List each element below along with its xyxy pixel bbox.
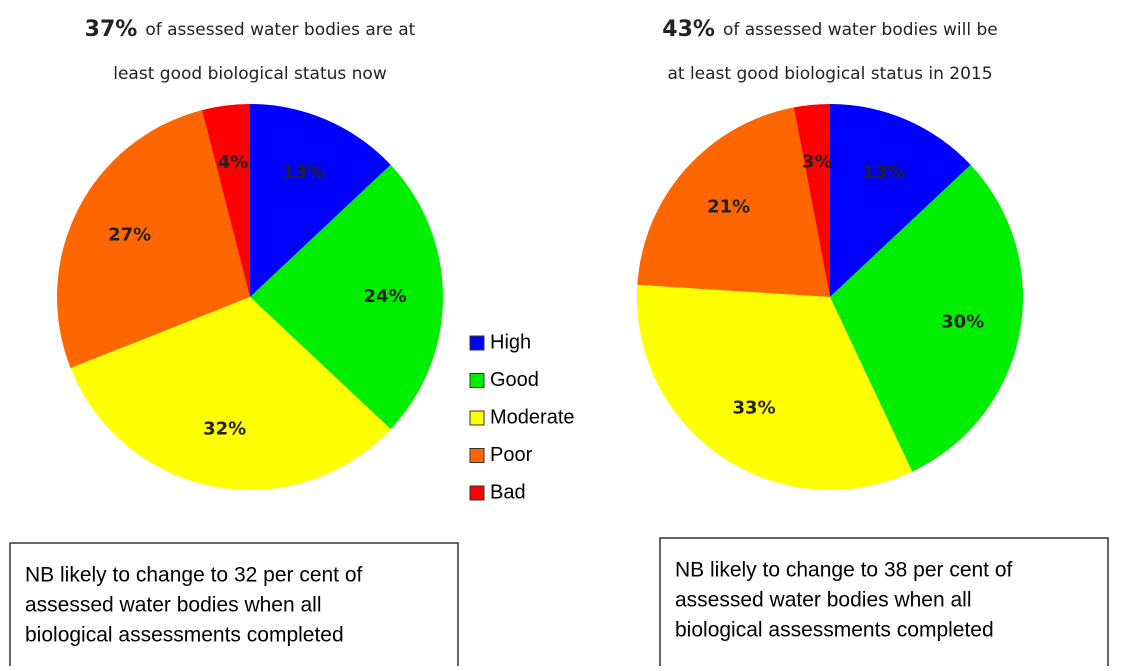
pie-slice <box>637 284 913 490</box>
legend-label: Bad <box>490 481 526 503</box>
title-text: of assessed water bodies will be <box>723 20 998 40</box>
note-text: assessed water bodies when all <box>675 589 972 612</box>
pie-slice <box>637 107 830 297</box>
legend-label: Good <box>490 369 539 391</box>
pie-slice <box>70 297 391 490</box>
legend-label: Moderate <box>490 406 575 428</box>
pie-slice <box>830 164 1023 472</box>
slice-label: 32% <box>203 419 246 440</box>
legend-swatch <box>469 335 485 351</box>
pie-slice <box>250 164 443 430</box>
note-box <box>659 537 1109 671</box>
legend-swatch <box>469 448 485 463</box>
legend-swatch <box>469 410 485 426</box>
pie-slice <box>793 104 830 297</box>
slice-label: 24% <box>364 286 407 307</box>
pie-slice <box>56 110 251 369</box>
note-box <box>9 542 459 671</box>
title-lead: 37% <box>85 17 138 42</box>
slice-label: 3% <box>802 151 833 172</box>
title-lead: 43% <box>662 17 715 42</box>
chart-title: 43% of assessed water bodies will be <box>662 17 997 42</box>
chart-title: 37% of assessed water bodies are at <box>85 17 416 42</box>
slice-label: 13% <box>282 162 325 183</box>
pie-slice <box>202 104 250 297</box>
slice-label: 21% <box>707 197 750 218</box>
note-text: biological assessments completed <box>25 624 344 647</box>
slice-label: 30% <box>941 311 984 332</box>
note-text: biological assessments completed <box>675 619 994 642</box>
note-text: assessed water bodies when all <box>25 594 322 617</box>
note-text: NB likely to change to 38 per cent of <box>675 559 1013 582</box>
legend-label: Poor <box>490 444 533 466</box>
title-text: of assessed water bodies are at <box>145 20 415 40</box>
note-text: NB likely to change to 32 per cent of <box>25 564 363 587</box>
legend-swatch <box>469 485 485 501</box>
chart-title: least good biological status now <box>113 64 387 84</box>
pie-slice <box>250 104 391 297</box>
legend-label: High <box>490 331 531 353</box>
slice-label: 13% <box>862 162 905 183</box>
chart-title: at least good biological status in 2015 <box>667 64 992 84</box>
slice-label: 27% <box>108 225 151 246</box>
slice-label: 4% <box>218 152 249 173</box>
legend-swatch <box>469 373 485 388</box>
pie-slice <box>830 104 971 297</box>
slice-label: 33% <box>733 398 776 419</box>
